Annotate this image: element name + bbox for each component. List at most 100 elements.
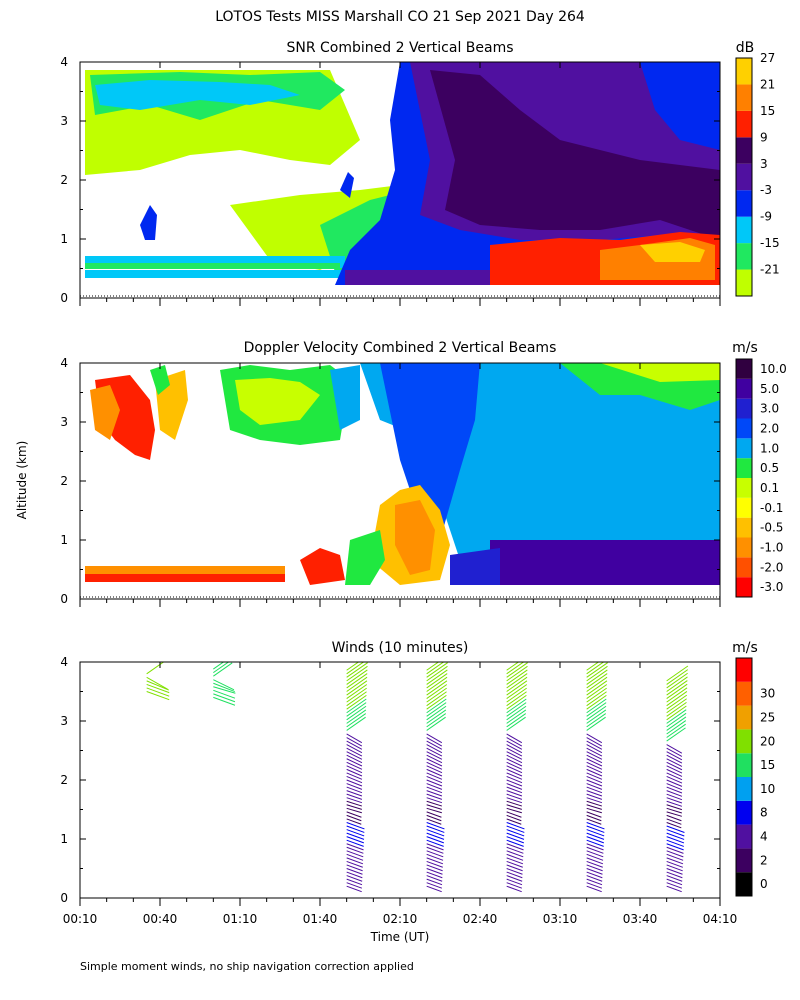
- wind-barb: [666, 776, 683, 784]
- wind-barb: [666, 754, 683, 764]
- wind-barb: [346, 783, 363, 790]
- wind-barb: [426, 818, 442, 825]
- colorbar-segment: [736, 800, 752, 825]
- wind-barb: [346, 814, 362, 822]
- wind-barb: [586, 684, 608, 699]
- wind-barb: [666, 758, 683, 767]
- wind-barb: [426, 713, 447, 728]
- x-tick-label: 04:10: [703, 912, 738, 926]
- footnote: Simple moment winds, no ship navigation …: [80, 960, 414, 973]
- y-tick-label: 2: [60, 474, 68, 488]
- wind-barb: [666, 676, 688, 692]
- wind-barb: [426, 662, 448, 678]
- velocity-panel: Doppler Velocity Combined 2 Vertical Bea…: [60, 340, 787, 607]
- wind-profile: [506, 662, 528, 893]
- snr-upper-right-blue: [640, 62, 720, 150]
- vel-mid-orange: [395, 500, 435, 575]
- winds-x-axis: 00:10 00:40 01:10 01:40 02:10 02:40 03:10 03:40…: [63, 662, 738, 926]
- wind-barb: [426, 804, 442, 810]
- wind-barb: [666, 818, 682, 825]
- wind-barb: [506, 709, 527, 724]
- wind-barb: [426, 786, 443, 794]
- colorbar-segment: [736, 243, 752, 270]
- wind-barb: [346, 804, 362, 810]
- colorbar-frame: [735, 358, 753, 598]
- wind-barb: [586, 775, 603, 784]
- wind-profile: [426, 662, 448, 893]
- wind-barb: [506, 875, 523, 882]
- x-tick-label: 00:40: [143, 912, 178, 926]
- wind-barb: [586, 676, 608, 692]
- wind-profile: [346, 662, 368, 893]
- wind-barb: [586, 875, 603, 882]
- wind-barb: [506, 793, 523, 800]
- colorbar-segment: [736, 577, 752, 597]
- wind-barb: [146, 691, 170, 701]
- wind-barb: [346, 779, 363, 787]
- wind-barb: [426, 775, 443, 784]
- wind-barb: [666, 705, 687, 721]
- wind-barb: [506, 751, 523, 760]
- wind-barb: [506, 783, 523, 790]
- wind-barb: [506, 871, 523, 879]
- wind-barb: [426, 857, 444, 865]
- wind-barb: [586, 846, 604, 854]
- x-tick-label: 00:10: [63, 912, 98, 926]
- wind-barb: [666, 843, 684, 851]
- y-tick-label: 1: [60, 533, 68, 547]
- wind-barb: [426, 758, 443, 767]
- wind-barb: [346, 868, 363, 875]
- wind-barb: [666, 832, 685, 840]
- wind-barb: [506, 665, 528, 682]
- wind-barb: [346, 698, 367, 714]
- colorbar-tick-label: 2.0: [760, 421, 779, 435]
- wind-barb: [586, 747, 603, 757]
- colorbar-segment: [736, 458, 752, 478]
- wind-barb: [586, 662, 605, 675]
- velocity-x-ticks: [79, 363, 721, 607]
- colorbar-segment: [736, 418, 752, 439]
- wind-profile: [586, 662, 608, 893]
- wind-barb: [586, 709, 607, 724]
- wind-barb: [586, 673, 608, 689]
- wind-barb: [346, 836, 365, 844]
- wind-barb: [426, 878, 443, 886]
- wind-barb: [506, 673, 528, 689]
- wind-barb: [426, 790, 443, 797]
- wind-barb: [666, 772, 683, 781]
- wind-barb: [426, 822, 445, 830]
- wind-barb: [346, 882, 363, 889]
- velocity-colorbar: -3.0 -2.0 -1.0 -0.5 -0.1 0.1 0.5 1.0 2.0 3.0 5.0 10…: [735, 358, 787, 598]
- wind-profile: [213, 662, 236, 706]
- wind-barb: [586, 694, 607, 710]
- wind-barb: [506, 669, 528, 685]
- x-tick-label: 01:40: [303, 912, 338, 926]
- snr-low-purple: [345, 270, 490, 285]
- wind-barb: [666, 768, 683, 777]
- wind-barb: [666, 744, 683, 754]
- x-tick-label: 01:10: [223, 912, 258, 926]
- wind-barb: [506, 868, 523, 875]
- colorbar-tick-label: 0.5: [760, 461, 779, 475]
- wind-barb: [426, 843, 444, 851]
- wind-barb: [666, 878, 683, 886]
- colorbar-tick-label: 0: [760, 877, 768, 891]
- wind-barb: [666, 665, 689, 682]
- wind-barb: [666, 860, 684, 868]
- wind-barb: [586, 818, 602, 825]
- wind-barb: [426, 751, 443, 760]
- wind-barbs: [146, 662, 689, 893]
- wind-barb: [586, 740, 603, 750]
- wind-barb: [586, 793, 603, 800]
- wind-barb: [506, 882, 523, 889]
- colorbar-tick-label: 15: [760, 758, 775, 772]
- wind-barb: [666, 857, 684, 865]
- vel-low-purple: [490, 540, 720, 585]
- wind-barb: [586, 882, 603, 889]
- wind-barb: [506, 800, 523, 807]
- y-tick-label: 4: [60, 55, 68, 69]
- wind-barb: [346, 713, 367, 728]
- wind-barb: [666, 797, 683, 804]
- colorbar-segment: [736, 359, 752, 379]
- wind-barb: [586, 850, 604, 858]
